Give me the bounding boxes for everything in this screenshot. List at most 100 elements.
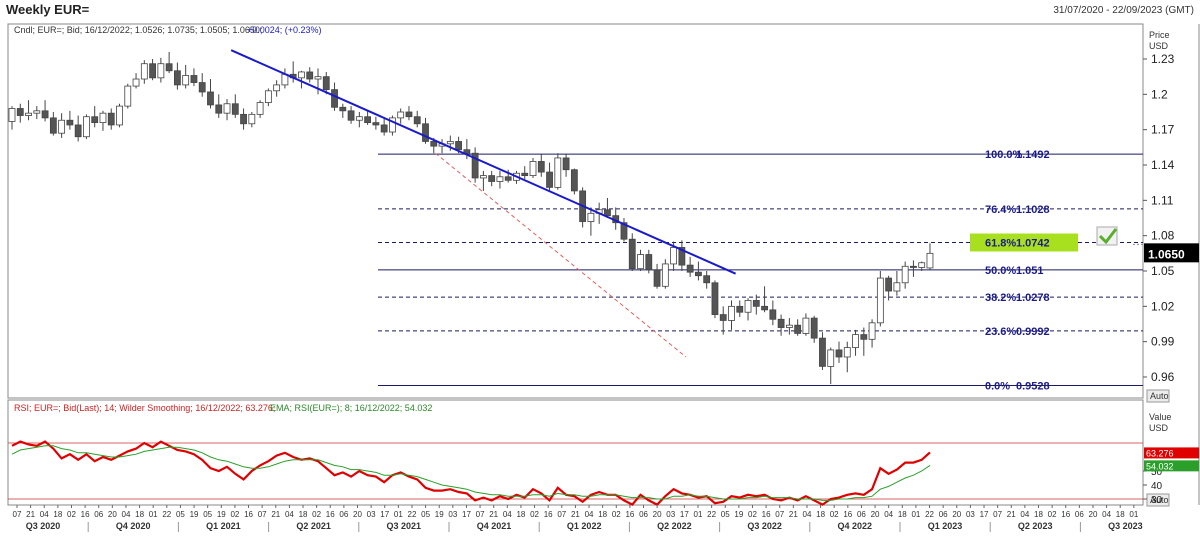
x-day-label: 22 [408,510,417,519]
x-day-label: 21 [26,510,35,519]
x-day-label: 01 [911,510,920,519]
candle-body [132,78,140,87]
x-day-label: 16 [244,510,253,519]
candle-body [471,152,479,179]
x-quarter-label: Q1 2022 [567,521,602,531]
candle-body [83,116,90,138]
price-panel-frame [7,23,1144,399]
candle-body [860,334,868,340]
candle-body [372,122,380,126]
x-day-label: 20 [1089,510,1098,519]
rsi-auto-box [1146,493,1170,507]
x-day-label: 16 [326,510,335,519]
candle-body [893,282,901,292]
x-day-label: 01 [694,510,703,519]
x-day-label: 04 [884,510,893,519]
price-tick-label: 1.02 [1151,299,1175,313]
x-day-label: 21 [271,510,280,519]
x-day-label: 16 [81,510,90,519]
rsi-axis-title-2: USD [1149,423,1169,433]
x-day-label: 03 [367,510,376,519]
candle-body [488,175,496,182]
candle-body [537,161,545,173]
candle-body [670,247,677,265]
x-day-label: 18 [816,510,825,519]
x-day-label: 04 [585,510,594,519]
candle-body [215,104,223,114]
candle-body [455,141,462,151]
x-quarter-label: Q2 2022 [657,521,692,531]
x-day-label: 04 [40,510,49,519]
x-day-label: 16 [762,510,771,519]
price-tick-label: 0.96 [1151,370,1175,384]
candle-body [628,238,636,270]
candle-body [695,271,702,277]
candle-body [835,349,843,358]
x-day-label: 19 [217,510,226,519]
rsi-panel-frame [7,399,1144,506]
x-day-label: 17 [380,510,389,519]
fib-level-label: 23.6% [985,326,1016,338]
last-price-label: 1.0650 [1148,247,1185,261]
x-quarter-label: Q3 2023 [1108,521,1143,531]
candle-body [256,102,264,115]
x-quarter-label: Q3 2021 [387,521,422,531]
x-day-label: 06 [939,510,948,519]
candle-body [364,116,372,124]
x-day-label: 17 [462,510,471,519]
x-day-label: 18 [516,510,525,519]
candle-body [604,209,611,217]
candle-body [264,90,272,103]
x-day-label: 06 [857,510,866,519]
candle-body [149,63,156,79]
fib-value-label: 0.9528 [1016,380,1050,392]
price-info-change: +0.0024; (+0.23%) [247,25,322,35]
date-range: 31/07/2020 - 22/09/2023 (GMT) [1053,5,1194,16]
x-day-label: 02 [830,510,839,519]
fib-level-label: 50.0% [985,265,1016,277]
candle-body [876,277,884,324]
x-day-label: 16 [843,510,852,519]
candle-body [504,176,512,181]
price-info-line: Cndl; EUR=; Bid; 16/12/2022; 1.0526; 1.0… [14,25,262,35]
x-day-label: 19 [435,510,444,519]
candle-body [686,264,694,273]
candle-body [389,117,396,133]
rsi-value-tag-bg [1144,447,1199,459]
x-day-label: 03 [448,510,457,519]
candle-body [248,113,256,125]
candle-body [74,124,82,138]
candle-body [736,305,744,313]
candle-body [587,212,595,222]
x-quarter-label: Q4 2022 [838,521,873,531]
price-auto-label: Auto [1150,391,1169,401]
x-quarter-label: Q4 2020 [116,521,151,531]
candle-body [521,172,529,177]
x-day-label: 18 [53,510,62,519]
x-day-label: 04 [803,510,812,519]
x-day-label: 05 [176,510,185,519]
candle-body [794,324,802,334]
price-tick-label: 1.05 [1151,264,1175,278]
candle-body [752,300,760,307]
x-day-label: 06 [94,510,103,519]
candle-body [413,116,421,125]
candle-body [66,119,74,126]
candle-body [785,324,793,328]
candle-body [355,116,363,121]
x-day-label: 02 [312,510,321,519]
candle-body [744,300,752,313]
candle-body [99,112,107,124]
candle-body [33,110,41,114]
x-quarter-label: Q4 2021 [477,521,512,531]
rsi-info-line: RSI; EUR=; Bid(Last); 14; Wilder Smoothi… [14,403,275,413]
x-day-label: 07 [993,510,1002,519]
fib-level-label: 0.0% [985,380,1010,392]
candle-body [802,317,810,334]
x-day-label: 22 [162,510,171,519]
candle-body [306,71,314,80]
candle-body [777,318,785,328]
price-tick-label: 1.08 [1151,229,1175,243]
x-day-label: 05 [203,510,212,519]
